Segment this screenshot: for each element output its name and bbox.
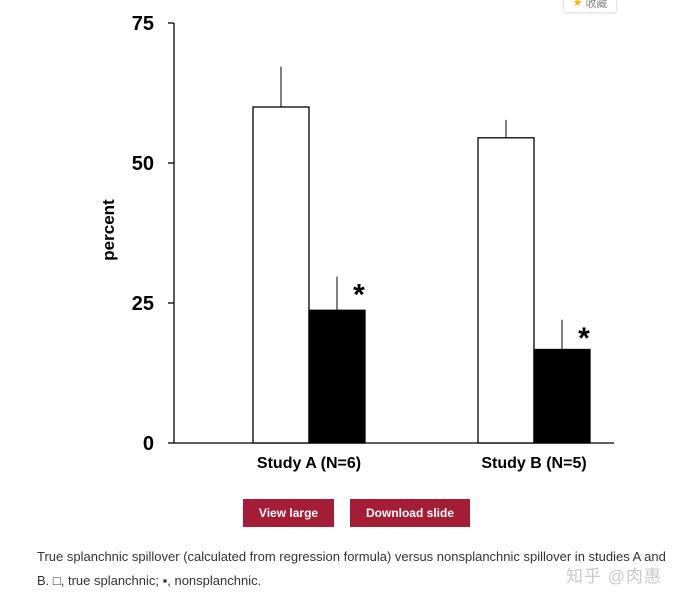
bar-true-splanchnic bbox=[477, 137, 535, 444]
figure-caption: True splanchnic spillover (calculated fr… bbox=[37, 549, 666, 588]
y-tick-label: 75 bbox=[132, 13, 154, 35]
bar-true-splanchnic bbox=[252, 106, 310, 444]
y-axis-label: percent bbox=[99, 199, 118, 261]
y-tick-label: 25 bbox=[132, 293, 154, 315]
download-slide-button[interactable]: Download slide bbox=[350, 499, 470, 527]
view-large-button[interactable]: View large bbox=[243, 499, 334, 527]
bookmark-label: 收藏 bbox=[585, 0, 608, 10]
bar-nonsplanchnic bbox=[533, 348, 591, 444]
y-tick-label: 0 bbox=[143, 433, 154, 455]
significance-marker: * bbox=[578, 322, 590, 355]
y-tick-label: 50 bbox=[132, 153, 154, 175]
bookmark-button[interactable]: ★ 收藏 bbox=[563, 0, 617, 13]
bar-nonsplanchnic bbox=[308, 309, 366, 444]
category-label: Study A (N=6) bbox=[257, 455, 361, 472]
star-icon: ★ bbox=[572, 0, 583, 9]
bar-chart: percent 0 25 50 75 * * Study A (N=6) Study B … bbox=[99, 13, 614, 472]
category-label: Study B (N=5) bbox=[481, 455, 586, 472]
watermark: 知乎 @肉惠 bbox=[566, 567, 662, 586]
significance-marker: * bbox=[353, 279, 365, 312]
